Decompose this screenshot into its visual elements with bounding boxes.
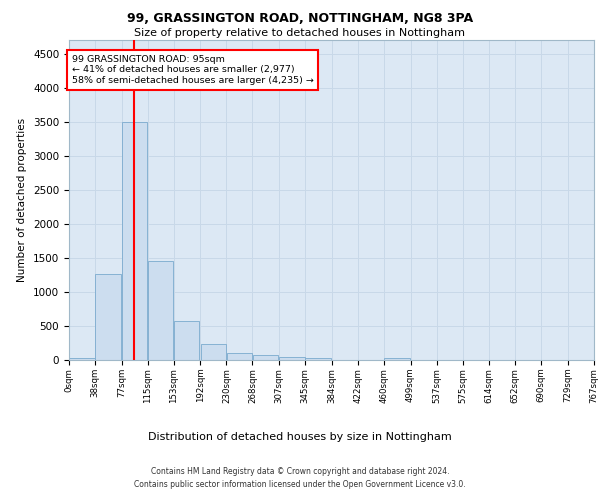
Bar xyxy=(148,260,173,360)
Bar xyxy=(174,321,199,360)
Text: Distribution of detached houses by size in Nottingham: Distribution of detached houses by size … xyxy=(148,432,452,442)
Y-axis label: Number of detached properties: Number of detached properties xyxy=(17,118,28,282)
Bar xyxy=(227,352,252,360)
Bar xyxy=(122,122,148,360)
Bar xyxy=(253,354,278,360)
Text: Contains HM Land Registry data © Crown copyright and database right 2024.
Contai: Contains HM Land Registry data © Crown c… xyxy=(134,468,466,489)
Bar xyxy=(200,344,226,360)
Text: Size of property relative to detached houses in Nottingham: Size of property relative to detached ho… xyxy=(134,28,466,38)
Bar xyxy=(69,358,95,360)
Bar xyxy=(305,358,331,360)
Text: 99, GRASSINGTON ROAD, NOTTINGHAM, NG8 3PA: 99, GRASSINGTON ROAD, NOTTINGHAM, NG8 3P… xyxy=(127,12,473,26)
Bar xyxy=(384,358,410,360)
Bar xyxy=(95,274,121,360)
Text: 99 GRASSINGTON ROAD: 95sqm
← 41% of detached houses are smaller (2,977)
58% of s: 99 GRASSINGTON ROAD: 95sqm ← 41% of deta… xyxy=(72,55,314,85)
Bar xyxy=(280,356,305,360)
